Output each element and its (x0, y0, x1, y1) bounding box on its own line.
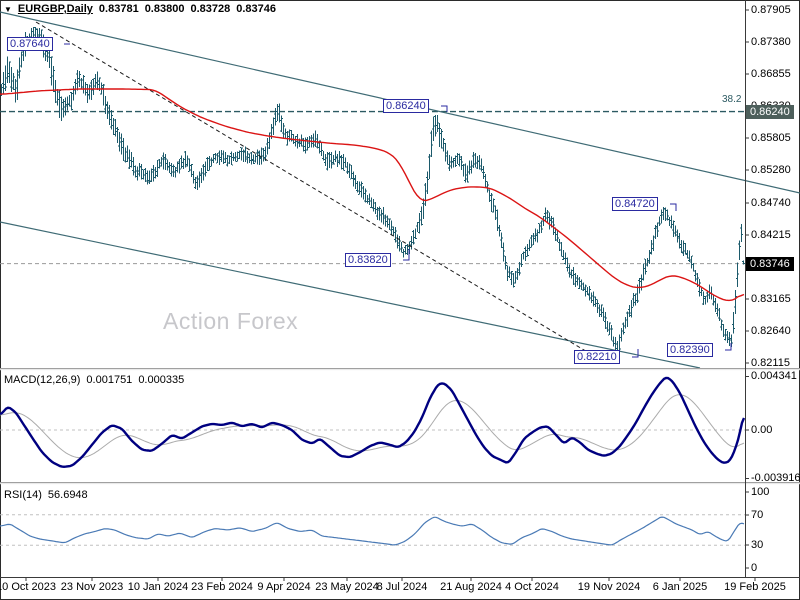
watermark: Action Forex (163, 308, 299, 334)
